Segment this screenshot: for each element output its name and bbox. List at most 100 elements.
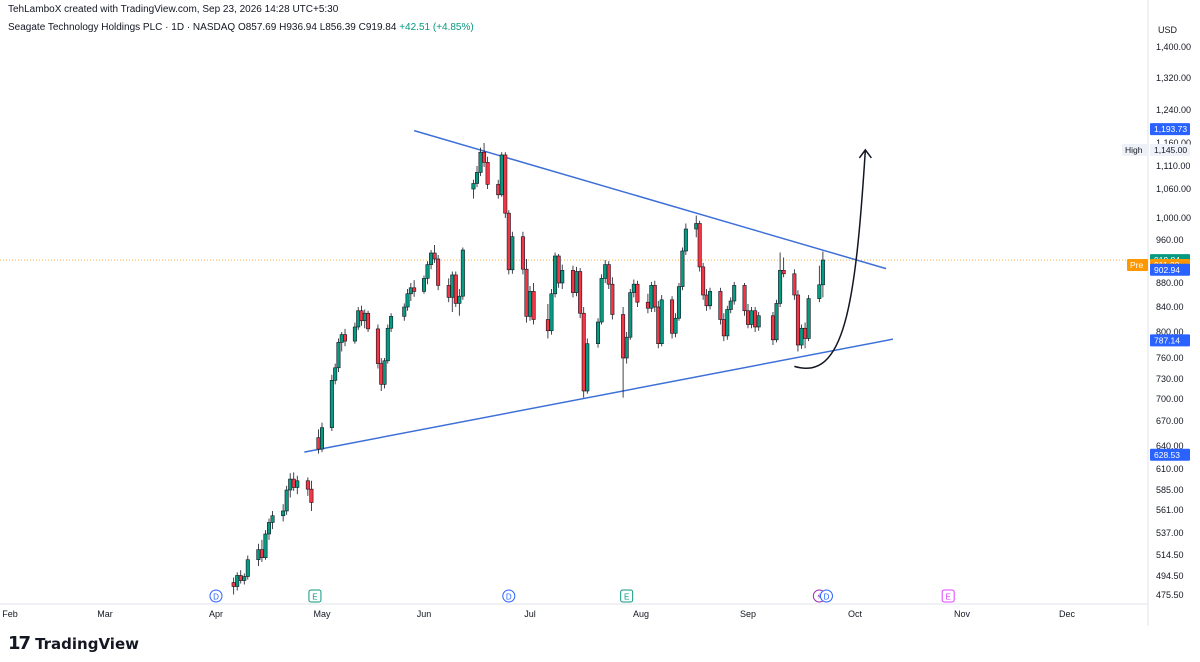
candle-body [305, 480, 310, 490]
legend-low: L856.39 [319, 22, 356, 33]
price-chart[interactable]: USD 475.50 494.50 514.50 537.00 561.00 585.00 6… [0, 0, 1200, 626]
y-tick-label: 1,060.00 [1156, 184, 1191, 194]
candle-body [284, 489, 289, 512]
dividend-marker-label: D [506, 593, 512, 602]
x-tick-label: Feb [2, 609, 18, 619]
candle-body [570, 270, 575, 293]
y-tick-label: 1,000.00 [1156, 213, 1191, 223]
candle-body [792, 273, 797, 296]
candle-body [732, 285, 737, 302]
candle-body [799, 327, 804, 346]
candle-body [680, 250, 685, 287]
candle-body [281, 510, 286, 517]
earnings-marker-icon[interactable] [941, 589, 955, 603]
candle-body [673, 317, 678, 334]
candle-body [245, 559, 250, 577]
lower-trendline[interactable] [304, 338, 894, 453]
earnings-marker-label: E [312, 593, 317, 602]
created-by-text: TehLamboX created with TradingView.com, … [8, 4, 339, 15]
symbol-title: Seagate Technology Holdings PLC · 1D · N… [8, 22, 236, 33]
candle-body [366, 312, 371, 330]
candle-body [503, 154, 508, 214]
x-tick-label: Nov [954, 609, 971, 619]
candle-body [263, 533, 268, 558]
candle-body [421, 278, 426, 292]
candle-body [527, 291, 532, 317]
candle-body [624, 336, 629, 359]
earnings-marker-icon[interactable] [308, 589, 322, 603]
y-tick-label: 475.50 [1156, 590, 1184, 600]
candle-body [450, 274, 455, 298]
candle-body [316, 437, 321, 450]
y-tick-label: 1,160.00 [1156, 138, 1191, 148]
candle-body [291, 478, 296, 488]
candle-body [506, 212, 511, 271]
y-tick-label: 494.50 [1156, 571, 1184, 581]
candle-body [471, 183, 476, 190]
candle-body [336, 342, 341, 369]
candle-body [652, 285, 657, 308]
dividend-marker-label: D [824, 593, 830, 602]
candle-body [339, 334, 344, 343]
candle-body [379, 363, 384, 385]
candle-body [631, 283, 636, 293]
x-tick-label: Sep [740, 609, 756, 619]
candle-body [553, 255, 558, 295]
y-tick-label: 730.00 [1156, 374, 1184, 384]
candle-body [721, 319, 726, 337]
projection-arrow-path[interactable] [794, 149, 867, 369]
currency-label: USD [1158, 25, 1178, 35]
candle-body [333, 367, 338, 381]
projection-arrowhead [858, 148, 872, 159]
candle-body [656, 306, 661, 345]
tradingview-wordmark: TradingView [35, 634, 139, 653]
y-tick-label: 700.00 [1156, 394, 1184, 404]
price-badge-bg [1150, 143, 1190, 156]
price-badge-value: 1,193.73 [1154, 124, 1187, 134]
legend-high: H936.94 [279, 22, 317, 33]
candle-body [359, 310, 364, 322]
y-tick-label: 1,110.00 [1156, 161, 1190, 171]
candle-body [817, 284, 822, 299]
candle-body [610, 283, 615, 315]
price-badge-value: 1,145.00 [1154, 145, 1187, 155]
candle-body [781, 270, 786, 275]
candle-body [432, 252, 437, 260]
candle-body [524, 268, 529, 317]
candle-body [453, 274, 458, 304]
candle-body [478, 151, 483, 173]
legend-change: +42.51 (+4.85%) [399, 22, 474, 33]
earnings-marker-icon[interactable] [620, 589, 634, 603]
candle-body [753, 310, 758, 328]
tradingview-logo[interactable]: 17 TradingView [8, 633, 139, 654]
candle-body [256, 549, 261, 561]
candle-body [806, 298, 811, 339]
tradingview-logo-icon: 17 [8, 633, 31, 654]
candle-body [596, 321, 601, 345]
candle-body [708, 291, 713, 307]
candle-body [510, 236, 515, 271]
x-tick-label: Aug [633, 609, 649, 619]
y-tick-label: 670.00 [1156, 416, 1184, 426]
candle-body [402, 306, 407, 317]
y-tick-label: 800.00 [1156, 327, 1184, 337]
y-tick-label: 760.00 [1156, 353, 1184, 363]
price-badge-bg [1150, 263, 1190, 276]
candle-body [520, 236, 525, 270]
price-badge-value: 628.53 [1154, 450, 1180, 460]
candle-body [482, 151, 487, 163]
y-tick-label: 561.00 [1156, 505, 1184, 515]
y-tick-label: 585.00 [1156, 485, 1184, 495]
candle-body [628, 292, 633, 338]
y-tick-label: 640.00 [1156, 441, 1184, 451]
candle-body [266, 522, 271, 535]
dividend-marker-icon[interactable] [209, 589, 223, 603]
candle-body [704, 294, 709, 307]
symbol-legend: Seagate Technology Holdings PLC · 1D · N… [8, 22, 474, 33]
candle-body [496, 184, 501, 196]
dividend-marker-icon[interactable] [819, 589, 833, 603]
candle-body [238, 575, 243, 581]
dividend-marker-icon[interactable] [502, 589, 516, 603]
candle-body [242, 576, 247, 581]
upper-trendline[interactable] [413, 129, 887, 270]
